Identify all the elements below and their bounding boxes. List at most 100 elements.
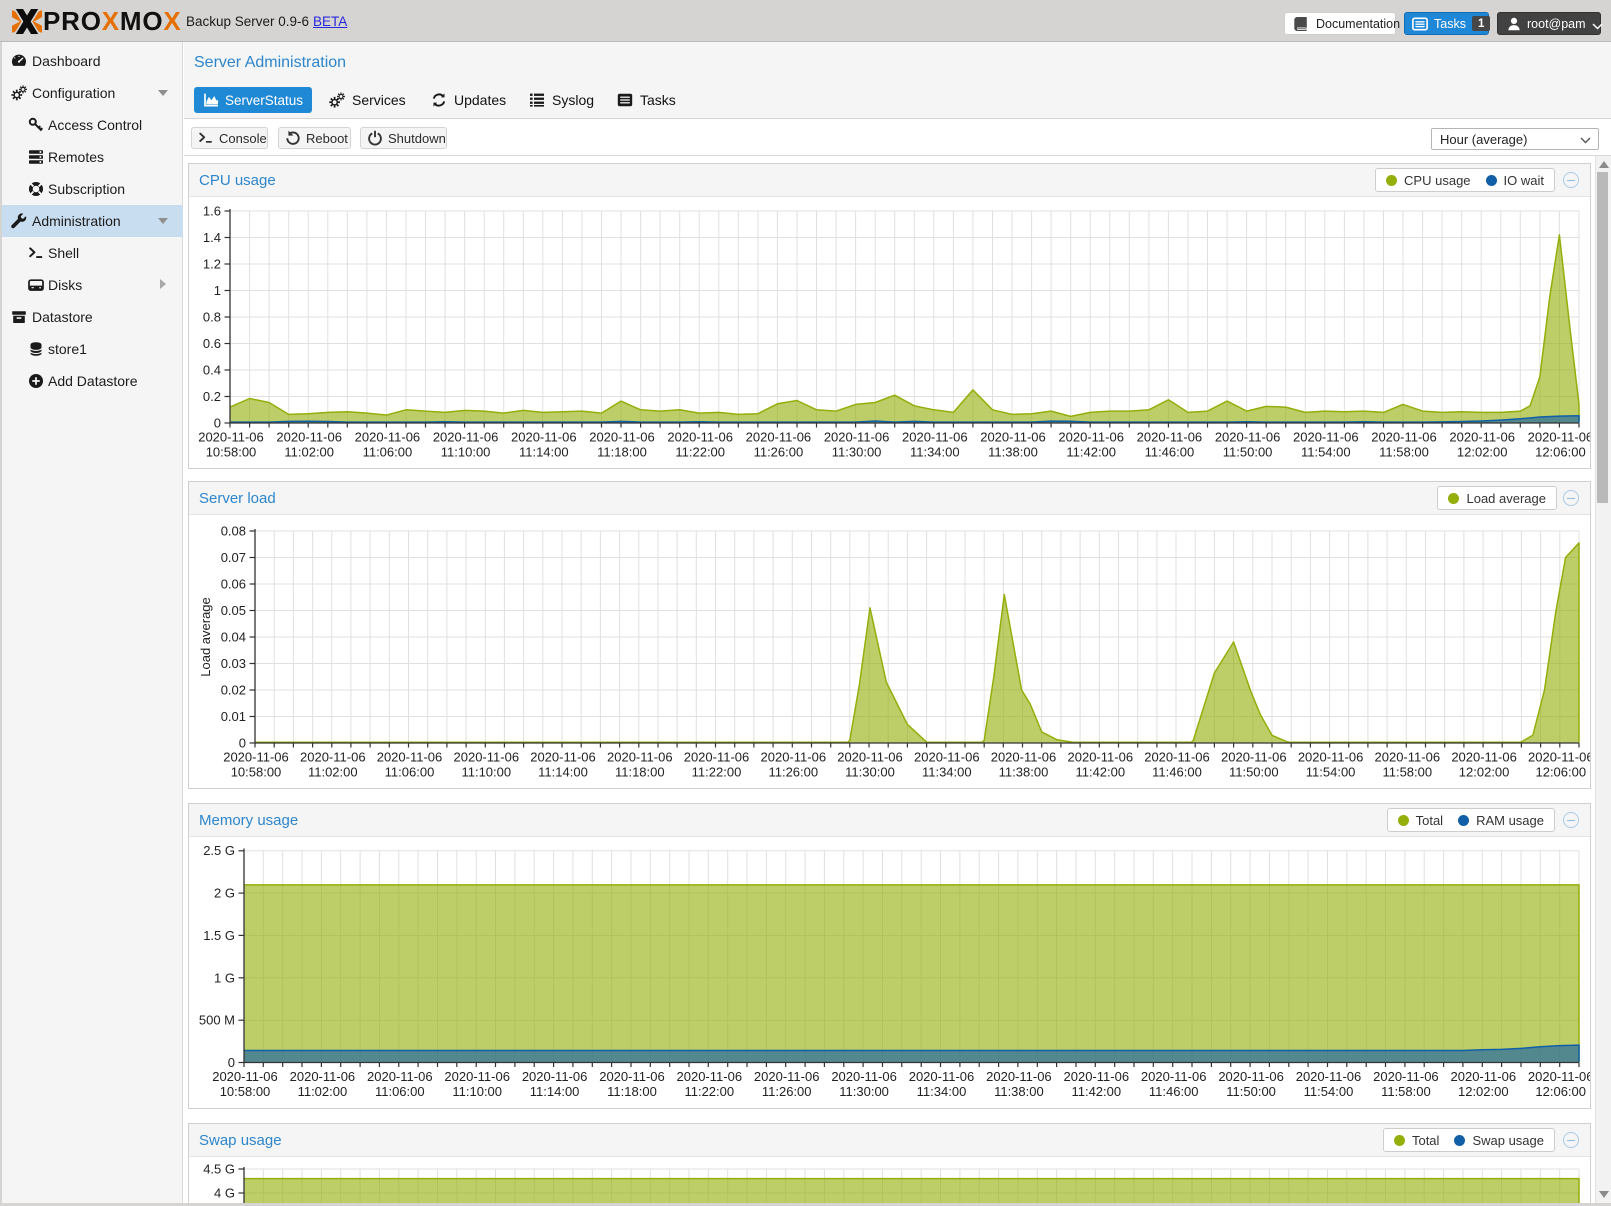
svg-text:11:14:00: 11:14:00 <box>530 1084 580 1099</box>
svg-text:2020-11-06: 2020-11-06 <box>1451 1069 1517 1084</box>
svg-text:1 G: 1 G <box>214 970 235 985</box>
svg-text:11:42:00: 11:42:00 <box>1075 765 1125 780</box>
svg-text:12:02:00: 12:02:00 <box>1457 445 1508 460</box>
svg-text:12:06:00: 12:06:00 <box>1535 445 1586 460</box>
svg-text:2020-11-06: 2020-11-06 <box>1296 1069 1362 1084</box>
svg-text:0: 0 <box>214 416 221 431</box>
svg-text:2020-11-06: 2020-11-06 <box>1451 750 1517 765</box>
svg-text:11:38:00: 11:38:00 <box>999 765 1049 780</box>
svg-text:10:58:00: 10:58:00 <box>206 445 257 460</box>
svg-text:11:46:00: 11:46:00 <box>1149 1084 1199 1099</box>
svg-text:11:10:00: 11:10:00 <box>461 765 511 780</box>
svg-text:11:26:00: 11:26:00 <box>754 445 804 460</box>
svg-text:11:58:00: 11:58:00 <box>1381 1084 1431 1099</box>
svg-text:10:58:00: 10:58:00 <box>220 1084 271 1099</box>
svg-text:2020-11-06: 2020-11-06 <box>522 1069 588 1084</box>
svg-text:500 M: 500 M <box>199 1013 235 1028</box>
svg-text:11:42:00: 11:42:00 <box>1071 1084 1121 1099</box>
svg-text:2020-11-06: 2020-11-06 <box>530 750 596 765</box>
svg-text:2020-11-06: 2020-11-06 <box>355 430 421 445</box>
svg-text:11:46:00: 11:46:00 <box>1145 445 1195 460</box>
svg-text:11:02:00: 11:02:00 <box>298 1084 348 1099</box>
svg-text:4.5 G: 4.5 G <box>203 1162 235 1177</box>
svg-text:2020-11-06: 2020-11-06 <box>1058 430 1124 445</box>
svg-text:2020-11-06: 2020-11-06 <box>223 750 289 765</box>
svg-text:2020-11-06: 2020-11-06 <box>831 1069 897 1084</box>
svg-text:0.04: 0.04 <box>221 630 246 645</box>
svg-text:11:50:00: 11:50:00 <box>1226 1084 1276 1099</box>
svg-text:2020-11-06: 2020-11-06 <box>980 430 1046 445</box>
svg-text:2020-11-06: 2020-11-06 <box>1144 750 1210 765</box>
svg-text:0.8: 0.8 <box>203 310 221 325</box>
svg-text:2020-11-06: 2020-11-06 <box>746 430 812 445</box>
svg-text:12:06:00: 12:06:00 <box>1535 765 1586 780</box>
svg-text:2.5 G: 2.5 G <box>203 843 235 858</box>
svg-text:0: 0 <box>239 736 246 751</box>
svg-text:11:54:00: 11:54:00 <box>1304 1084 1354 1099</box>
svg-text:11:58:00: 11:58:00 <box>1382 765 1432 780</box>
svg-text:1.2: 1.2 <box>203 257 221 272</box>
svg-text:2020-11-06: 2020-11-06 <box>1064 1069 1130 1084</box>
svg-text:11:26:00: 11:26:00 <box>762 1084 812 1099</box>
svg-text:2020-11-06: 2020-11-06 <box>684 750 750 765</box>
svg-text:0.6: 0.6 <box>203 336 221 351</box>
svg-text:2020-11-06: 2020-11-06 <box>1137 430 1203 445</box>
svg-text:11:14:00: 11:14:00 <box>519 445 569 460</box>
svg-text:2020-11-06: 2020-11-06 <box>1375 750 1441 765</box>
svg-text:2020-11-06: 2020-11-06 <box>761 750 827 765</box>
svg-text:2020-11-06: 2020-11-06 <box>377 750 443 765</box>
svg-text:2020-11-06: 2020-11-06 <box>1215 430 1281 445</box>
svg-text:11:34:00: 11:34:00 <box>917 1084 967 1099</box>
svg-text:2020-11-06: 2020-11-06 <box>909 1069 975 1084</box>
svg-text:2020-11-06: 2020-11-06 <box>198 430 264 445</box>
svg-text:2020-11-06: 2020-11-06 <box>902 430 968 445</box>
svg-text:11:10:00: 11:10:00 <box>452 1084 502 1099</box>
svg-text:11:50:00: 11:50:00 <box>1223 445 1273 460</box>
svg-text:11:34:00: 11:34:00 <box>910 445 960 460</box>
svg-text:11:06:00: 11:06:00 <box>375 1084 425 1099</box>
svg-text:0.07: 0.07 <box>221 550 246 565</box>
svg-text:11:22:00: 11:22:00 <box>684 1084 734 1099</box>
svg-text:2020-11-06: 2020-11-06 <box>1528 1069 1590 1084</box>
svg-text:10:58:00: 10:58:00 <box>231 765 282 780</box>
svg-text:2020-11-06: 2020-11-06 <box>667 430 733 445</box>
svg-text:1.5 G: 1.5 G <box>203 928 235 943</box>
svg-text:2020-11-06: 2020-11-06 <box>599 1069 665 1084</box>
svg-text:0.03: 0.03 <box>221 656 246 671</box>
svg-text:2020-11-06: 2020-11-06 <box>824 430 890 445</box>
svg-text:2020-11-06: 2020-11-06 <box>212 1069 278 1084</box>
svg-text:11:42:00: 11:42:00 <box>1066 445 1116 460</box>
svg-text:2020-11-06: 2020-11-06 <box>511 430 577 445</box>
svg-text:11:30:00: 11:30:00 <box>832 445 882 460</box>
svg-text:11:26:00: 11:26:00 <box>768 765 818 780</box>
svg-text:2020-11-06: 2020-11-06 <box>300 750 366 765</box>
svg-text:11:10:00: 11:10:00 <box>441 445 491 460</box>
svg-text:2020-11-06: 2020-11-06 <box>1298 750 1364 765</box>
svg-text:2020-11-06: 2020-11-06 <box>276 430 342 445</box>
svg-text:2020-11-06: 2020-11-06 <box>290 1069 356 1084</box>
svg-text:2020-11-06: 2020-11-06 <box>1221 750 1287 765</box>
svg-text:11:30:00: 11:30:00 <box>845 765 895 780</box>
svg-text:2020-11-06: 2020-11-06 <box>1528 430 1590 445</box>
svg-text:2020-11-06: 2020-11-06 <box>589 430 655 445</box>
svg-text:12:02:00: 12:02:00 <box>1458 1084 1509 1099</box>
svg-text:11:06:00: 11:06:00 <box>385 765 435 780</box>
svg-text:2020-11-06: 2020-11-06 <box>1141 1069 1207 1084</box>
svg-text:1.4: 1.4 <box>203 230 221 245</box>
svg-text:2020-11-06: 2020-11-06 <box>454 750 520 765</box>
svg-text:12:02:00: 12:02:00 <box>1459 765 1510 780</box>
svg-text:2020-11-06: 2020-11-06 <box>1293 430 1359 445</box>
svg-text:2020-11-06: 2020-11-06 <box>1371 430 1437 445</box>
svg-text:2020-11-06: 2020-11-06 <box>367 1069 433 1084</box>
svg-text:11:22:00: 11:22:00 <box>692 765 742 780</box>
svg-text:12:06:00: 12:06:00 <box>1535 1084 1586 1099</box>
svg-text:0.06: 0.06 <box>221 577 246 592</box>
svg-text:0.01: 0.01 <box>221 709 246 724</box>
svg-text:11:58:00: 11:58:00 <box>1379 445 1429 460</box>
svg-text:11:30:00: 11:30:00 <box>839 1084 889 1099</box>
svg-text:11:50:00: 11:50:00 <box>1229 765 1279 780</box>
svg-text:0: 0 <box>228 1055 235 1070</box>
svg-text:2020-11-06: 2020-11-06 <box>914 750 980 765</box>
svg-text:11:18:00: 11:18:00 <box>597 445 647 460</box>
svg-text:2020-11-06: 2020-11-06 <box>1068 750 1134 765</box>
